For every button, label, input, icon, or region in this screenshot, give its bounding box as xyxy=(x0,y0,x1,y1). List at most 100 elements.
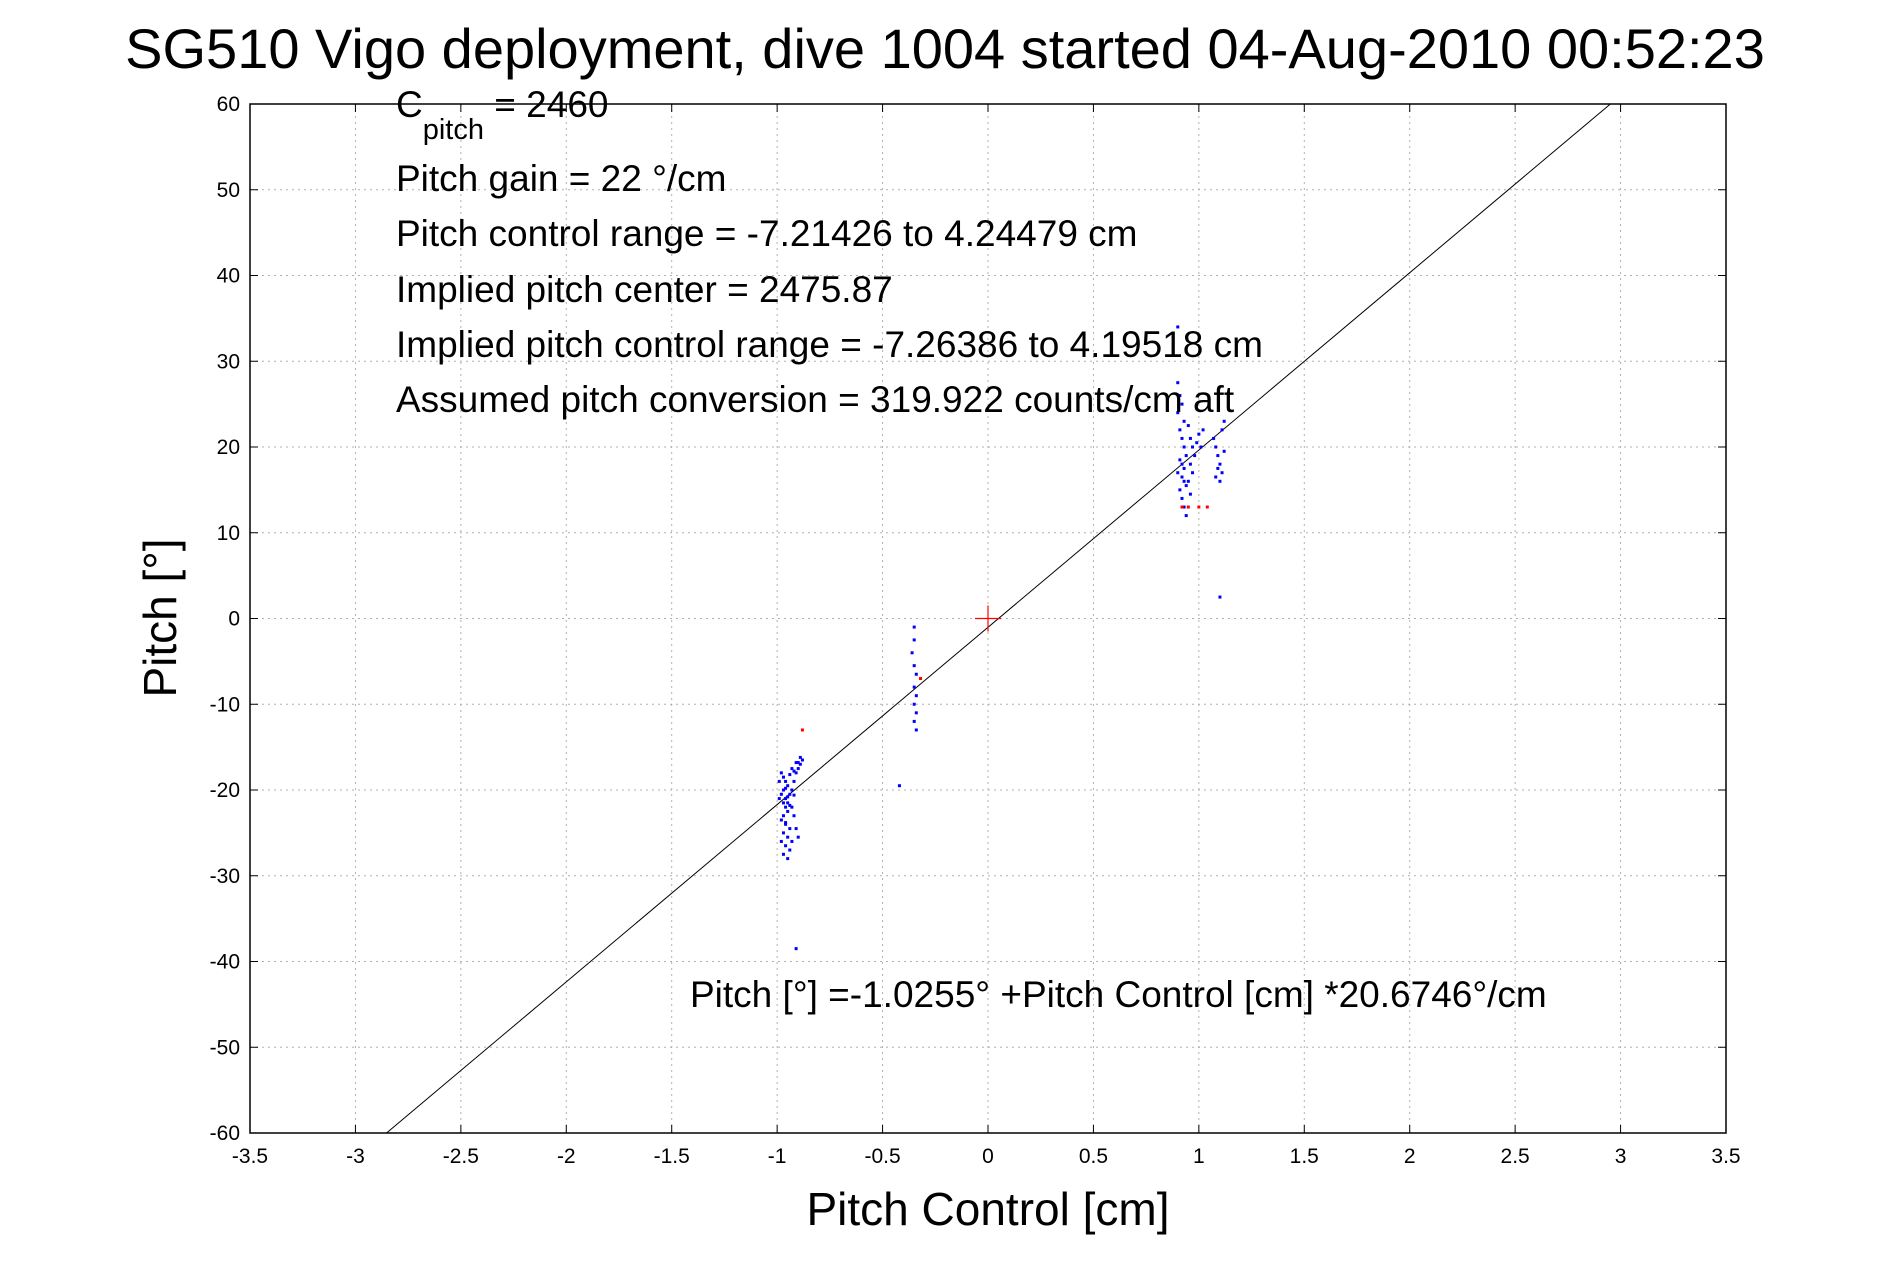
x-tick-label: -3 xyxy=(346,1145,365,1168)
c-pitch-prefix: C xyxy=(396,84,423,125)
data-point xyxy=(790,767,794,771)
y-tick-label: -60 xyxy=(210,1122,240,1145)
data-point xyxy=(781,775,785,779)
data-point xyxy=(798,755,802,759)
x-tick-label: 2.5 xyxy=(1501,1145,1530,1168)
annotation-pitch-gain: Pitch gain = 22 °/cm xyxy=(396,158,727,199)
data-point xyxy=(1180,436,1184,440)
data-point xyxy=(1218,479,1222,483)
data-point xyxy=(794,761,798,765)
x-tick-label: -1.5 xyxy=(654,1145,690,1168)
data-point xyxy=(912,685,916,689)
y-tick-label: 60 xyxy=(217,93,240,116)
data-point xyxy=(779,818,783,822)
data-point xyxy=(784,779,788,783)
data-point xyxy=(1191,471,1195,475)
data-point xyxy=(914,711,918,715)
data-point xyxy=(1195,441,1199,445)
data-point xyxy=(796,835,800,839)
data-point xyxy=(1178,488,1182,492)
x-tick-label: 2 xyxy=(1404,1145,1416,1168)
data-point xyxy=(786,801,790,805)
data-point xyxy=(800,758,804,762)
annotation-control-range: Pitch control range = -7.21426 to 4.2447… xyxy=(396,213,1138,254)
x-tick-label: 1 xyxy=(1193,1145,1205,1168)
annotation-assumed-conversion: Assumed pitch conversion = 319.922 count… xyxy=(396,379,1235,420)
y-tick-label: -10 xyxy=(210,693,240,716)
data-point xyxy=(1178,458,1182,462)
data-point xyxy=(788,827,792,831)
data-point xyxy=(788,848,792,852)
data-point xyxy=(1182,505,1186,509)
data-point xyxy=(1182,419,1186,423)
data-point xyxy=(784,822,788,826)
data-point xyxy=(784,821,788,825)
data-point xyxy=(792,814,796,818)
data-point xyxy=(1201,428,1205,432)
data-point xyxy=(788,803,792,807)
data-point xyxy=(779,839,783,843)
data-point xyxy=(781,814,785,818)
data-point xyxy=(786,857,790,861)
x-tick-label: 0 xyxy=(982,1145,994,1168)
data-point xyxy=(910,651,914,655)
data-point xyxy=(1176,411,1180,415)
chart-title: SG510 Vigo deployment, dive 1004 started… xyxy=(125,17,1765,80)
data-point xyxy=(912,664,916,668)
data-point xyxy=(777,779,781,783)
data-point xyxy=(1197,505,1201,509)
x-tick-label: -2.5 xyxy=(443,1145,479,1168)
data-point xyxy=(1180,505,1184,509)
data-point xyxy=(1182,466,1186,470)
data-point xyxy=(1205,505,1209,509)
data-point xyxy=(779,771,783,775)
data-point xyxy=(781,801,785,805)
data-point xyxy=(897,784,901,788)
data-point xyxy=(1188,492,1192,496)
data-point xyxy=(1222,449,1226,453)
data-point xyxy=(1180,402,1184,406)
data-point xyxy=(1220,428,1224,432)
data-point xyxy=(1176,325,1180,329)
y-tick-label: -30 xyxy=(210,865,240,888)
x-axis-label: Pitch Control [cm] xyxy=(807,1183,1170,1235)
data-point xyxy=(790,788,794,792)
data-point xyxy=(1178,428,1182,432)
y-tick-label: -50 xyxy=(210,1036,240,1059)
data-point xyxy=(794,771,798,775)
data-point xyxy=(912,719,916,723)
data-point xyxy=(784,805,788,809)
y-tick-label: 20 xyxy=(217,436,240,459)
data-point xyxy=(1178,394,1182,398)
data-point xyxy=(1184,484,1188,488)
data-point xyxy=(1188,462,1192,466)
data-point xyxy=(786,809,790,813)
data-point xyxy=(914,694,918,698)
data-point xyxy=(781,831,785,835)
data-point xyxy=(784,844,788,848)
data-point xyxy=(1188,436,1192,440)
data-point xyxy=(798,762,802,766)
data-point xyxy=(786,784,790,788)
y-tick-label: 30 xyxy=(217,350,240,373)
x-tick-label: 3.5 xyxy=(1711,1145,1740,1168)
data-point xyxy=(919,677,923,681)
data-point xyxy=(1216,466,1220,470)
data-point xyxy=(1212,436,1216,440)
annotation-implied-center: Implied pitch center = 2475.87 xyxy=(396,269,893,310)
data-point xyxy=(794,827,798,831)
data-point xyxy=(914,672,918,676)
data-point xyxy=(792,779,796,783)
data-point xyxy=(1197,432,1201,436)
c-pitch-value: = 2460 xyxy=(484,84,608,125)
x-tick-label: -1 xyxy=(768,1145,787,1168)
data-point xyxy=(796,767,800,771)
data-point xyxy=(1186,424,1190,428)
data-point xyxy=(912,702,916,706)
data-point xyxy=(792,769,796,773)
data-point xyxy=(781,852,785,856)
annotation-implied-range: Implied pitch control range = -7.26386 t… xyxy=(396,324,1263,365)
data-point xyxy=(1182,445,1186,449)
data-point xyxy=(1199,445,1203,449)
data-point xyxy=(1176,471,1180,475)
